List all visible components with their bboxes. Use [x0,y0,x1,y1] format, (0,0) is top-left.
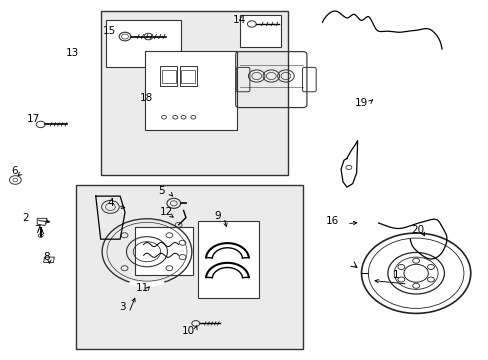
Bar [198,221,259,298]
Text: 4: 4 [107,198,114,208]
Text: 15: 15 [102,26,115,36]
Bar [105,21,181,67]
Text: 18: 18 [139,93,152,103]
Bar [135,226,193,275]
Text: 10: 10 [182,325,195,336]
Text: 8: 8 [43,252,50,262]
Text: 20: 20 [410,225,423,235]
Text: 13: 13 [66,48,80,58]
Text: 17: 17 [27,114,41,124]
Bar [180,66,197,86]
Bar [144,51,237,130]
Text: 19: 19 [354,98,367,108]
Text: 1: 1 [391,270,398,280]
Bar [76,185,303,348]
Text: 7: 7 [34,225,41,235]
Text: 5: 5 [158,186,164,196]
Text: 3: 3 [119,302,125,312]
Text: 14: 14 [232,15,246,26]
Text: 11: 11 [135,283,148,293]
Text: 6: 6 [11,166,18,176]
Text: 9: 9 [214,211,221,221]
Bar [239,15,281,47]
Bar [101,12,288,175]
Bar [162,70,176,83]
Text: 16: 16 [325,216,338,226]
Bar [181,70,195,83]
Bar [160,66,177,86]
Text: 12: 12 [160,207,173,217]
Text: 2: 2 [22,213,28,222]
